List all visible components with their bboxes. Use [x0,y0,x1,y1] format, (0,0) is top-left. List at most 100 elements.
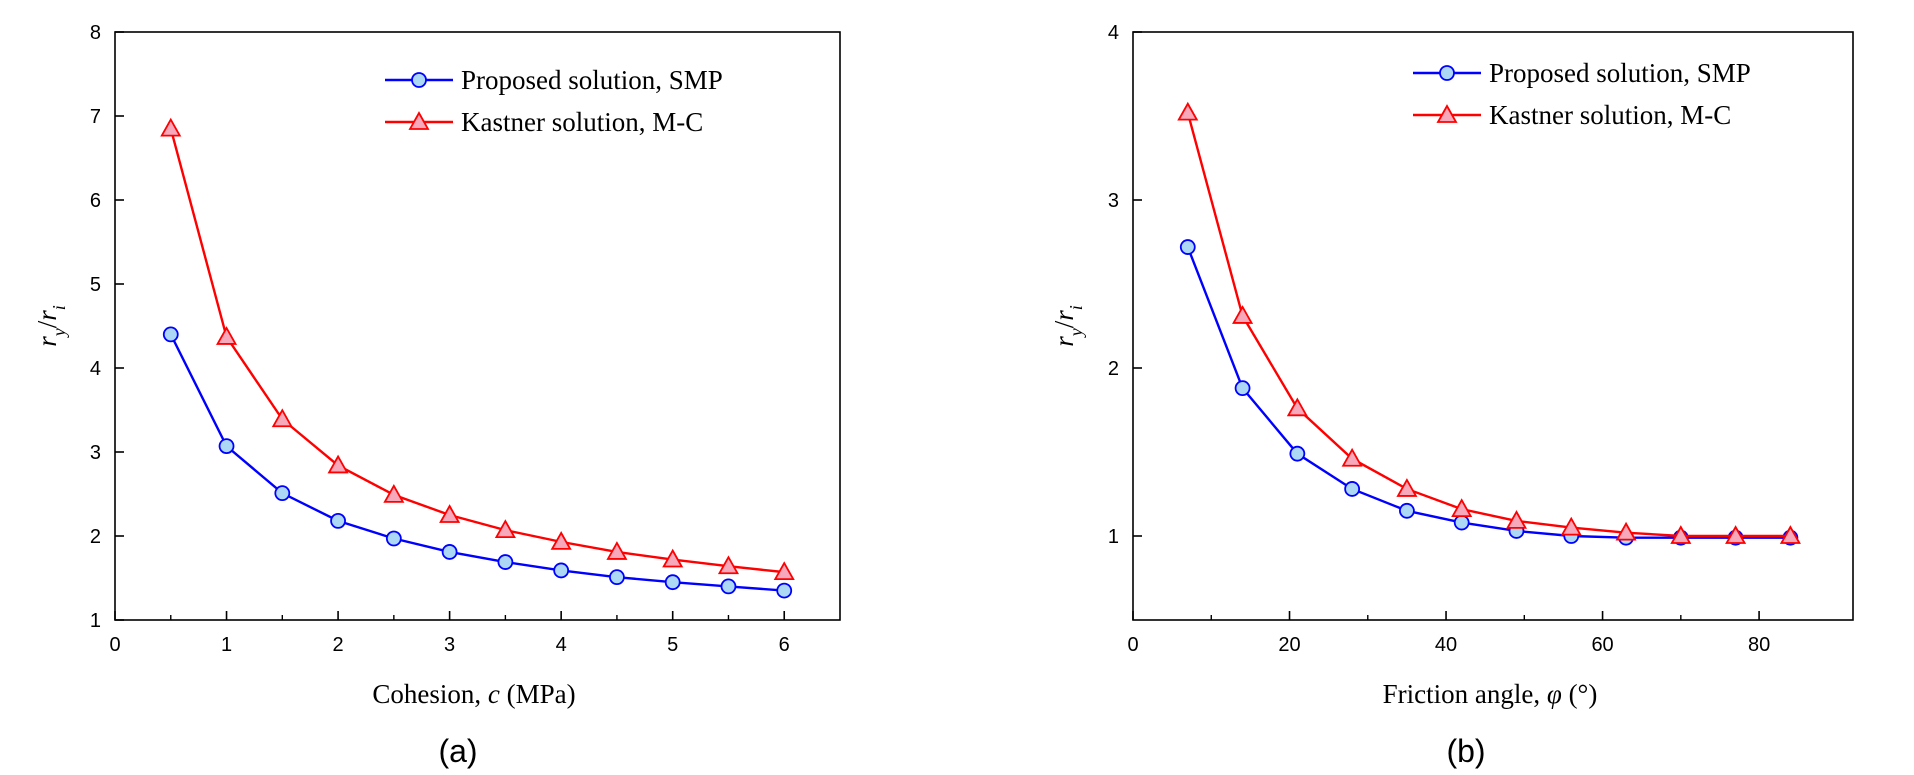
y-axis-title-part: r [1049,310,1079,321]
series-line [169,333,785,592]
x-axis-title-part: c [488,679,500,709]
y-axis-title-part: y [49,328,69,338]
x-tick-label: 0 [109,634,120,656]
data-point [1779,525,1801,544]
data-point [1453,514,1470,531]
y-axis-title: ry/ri [1049,305,1086,347]
x-tick-label: 3 [444,634,455,656]
data-point [1341,447,1363,467]
data-point [717,555,740,575]
data-point [1289,445,1306,462]
data-point [494,519,516,539]
y-tick-label: 3 [1108,190,1119,212]
x-tick-label: 5 [667,634,678,656]
data-point [1234,380,1251,397]
data-point [160,117,182,137]
data-point [1725,525,1747,544]
x-tick-label: 6 [779,634,790,656]
data-point [274,485,291,502]
y-axis-title: ry/ri [32,305,69,347]
x-tick-label: 20 [1278,634,1300,656]
panel-label: (a) [438,733,477,769]
legend-label: Kastner solution, M-C [1489,100,1731,130]
data-point [550,531,572,550]
data-point [441,544,458,560]
data-point [776,582,793,599]
y-tick-label: 1 [1108,526,1119,548]
data-point [330,512,346,529]
x-axis-title-part: Friction angle, [1383,679,1547,709]
x-tick-label: 1 [221,634,232,656]
data-point [218,438,235,455]
data-point [1396,478,1418,497]
y-axis-title-part: i [1066,305,1086,310]
data-point [1451,498,1473,518]
legend-marker [411,72,427,88]
data-point [1670,525,1692,544]
data-point [1505,510,1528,529]
legend-label: Proposed solution, SMP [461,65,723,95]
data-point [1177,101,1199,121]
legend-label: Kastner solution, M-C [461,107,703,137]
y-tick-label: 8 [90,22,101,44]
data-point [327,454,349,474]
data-point [439,504,461,523]
data-point [553,562,570,579]
data-point [662,548,684,568]
legend-marker [1439,65,1455,81]
y-axis-title-part: r [32,310,62,321]
data-point [1615,521,1637,541]
data-point [215,326,238,345]
y-tick-label: 3 [90,442,101,464]
y-axis-title-part: r [1049,336,1079,347]
data-point [1179,239,1196,255]
x-tick-label: 4 [556,634,567,656]
x-axis-title: Cohesion, c (MPa) [372,679,575,709]
x-tick-label: 60 [1591,634,1613,656]
x-axis-title: Friction angle, φ (°) [1383,679,1598,709]
y-tick-label: 6 [90,190,101,212]
legend-label: Proposed solution, SMP [1489,58,1751,88]
y-tick-label: 4 [1108,22,1119,44]
data-point [385,530,402,547]
data-point [664,574,681,591]
x-axis-title-part: (°) [1562,679,1598,709]
data-point [497,554,514,570]
y-tick-label: 4 [90,358,101,380]
x-tick-label: 80 [1748,634,1770,656]
data-point [271,408,293,428]
data-point [1560,516,1582,536]
y-tick-label: 7 [90,106,101,128]
plot-frame [1132,31,1854,621]
y-axis-title-part: / [1049,320,1079,328]
y-tick-label: 5 [90,274,101,296]
x-tick-label: 0 [1127,634,1138,656]
data-point [383,484,405,503]
y-tick-label: 2 [1108,358,1119,380]
data-point [609,569,625,586]
panel-label: (b) [1446,733,1485,769]
data-point [1344,481,1361,497]
series-line [1186,246,1791,539]
y-axis-title-part: i [49,305,69,310]
series-line [169,128,785,574]
series-line [1186,112,1791,538]
legend-marker [1436,104,1458,123]
data-point [606,541,628,560]
legend-marker [408,111,430,130]
x-axis-title-part: φ [1547,679,1562,709]
data-point [720,578,737,595]
y-axis-title-part: / [32,320,62,328]
x-tick-label: 2 [333,634,344,656]
y-tick-label: 1 [90,610,101,632]
plot-frame [114,31,841,621]
data-point [773,561,795,581]
x-axis-title-part: Cohesion, [372,679,488,709]
x-axis-title-part: (MPa) [500,679,576,709]
x-tick-label: 40 [1435,634,1457,656]
y-tick-label: 2 [90,526,101,548]
y-axis-title-part: y [1066,328,1086,338]
